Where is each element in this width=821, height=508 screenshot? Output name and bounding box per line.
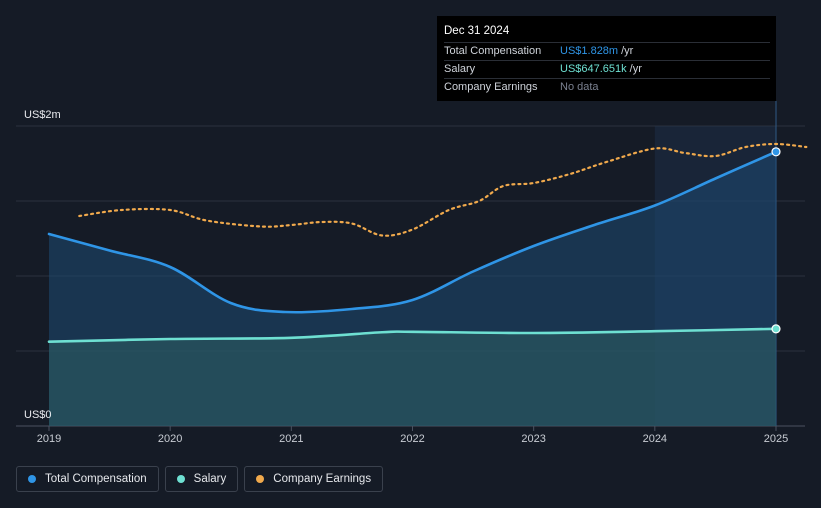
- legend-label: Total Compensation: [45, 473, 147, 485]
- legend-dot-icon: [28, 475, 36, 483]
- x-tick-label: 2025: [764, 433, 788, 445]
- tooltip-label: Total Compensation: [444, 45, 542, 57]
- tooltip-label: Company Earnings: [444, 81, 538, 93]
- x-tick-label: 2023: [521, 433, 545, 445]
- y-axis-label-bottom: US$0: [24, 409, 52, 421]
- tooltip-unit: /yr: [629, 63, 642, 75]
- tooltip-value: US$1.828m: [560, 45, 619, 57]
- tooltip-unit: /yr: [621, 45, 634, 57]
- x-axis: 2019 2020 2021 2022 2023 2024 2025: [37, 426, 788, 445]
- x-tick-label: 2019: [37, 433, 61, 445]
- point-total-compensation: [771, 147, 781, 157]
- legend-dot-icon: [176, 475, 185, 483]
- series-areas: [49, 151, 776, 427]
- tooltip-label: Salary: [444, 63, 476, 75]
- legend-label: Salary: [193, 473, 227, 485]
- series-end-points: [771, 147, 781, 334]
- tooltip-value: US$647.651k: [560, 63, 627, 75]
- x-tick-label: 2021: [279, 433, 303, 445]
- area-salary: [49, 328, 776, 426]
- line-salary: [47, 327, 778, 343]
- line-total-compensation: [47, 150, 778, 314]
- x-tick-label: 2024: [643, 433, 667, 445]
- series-lines: [47, 142, 808, 343]
- legend-item-salary[interactable]: Salary: [164, 466, 239, 492]
- point-salary: [771, 324, 781, 334]
- tooltip-row-total-compensation: Total Compensation US$1.828m /yr: [444, 42, 770, 60]
- tooltip-value: No data: [560, 81, 599, 93]
- line-company-earnings: [78, 142, 808, 237]
- legend-item-company-earnings[interactable]: Company Earnings: [244, 466, 384, 492]
- tooltip-row-company-earnings: Company Earnings No data: [444, 78, 770, 96]
- legend-dot-icon: [256, 475, 265, 483]
- chart-plot: 2019 2020 2021 2022 2023 2024 2025 US$2m US$0: [16, 101, 808, 445]
- legend-item-total-compensation[interactable]: Total Compensation: [16, 466, 159, 492]
- chart-legend: Total Compensation Salary Company Earnin…: [16, 466, 384, 492]
- tooltip-date: Dec 31 2024: [444, 25, 510, 37]
- y-axis-label-top: US$2m: [24, 109, 61, 121]
- x-tick-label: 2022: [400, 433, 424, 445]
- x-tick-label: 2020: [158, 433, 182, 445]
- tooltip-row-salary: Salary US$647.651k /yr: [444, 60, 770, 78]
- legend-label: Company Earnings: [273, 473, 372, 485]
- chart-tooltip: Dec 31 2024 Total Compensation US$1.828m…: [437, 16, 776, 101]
